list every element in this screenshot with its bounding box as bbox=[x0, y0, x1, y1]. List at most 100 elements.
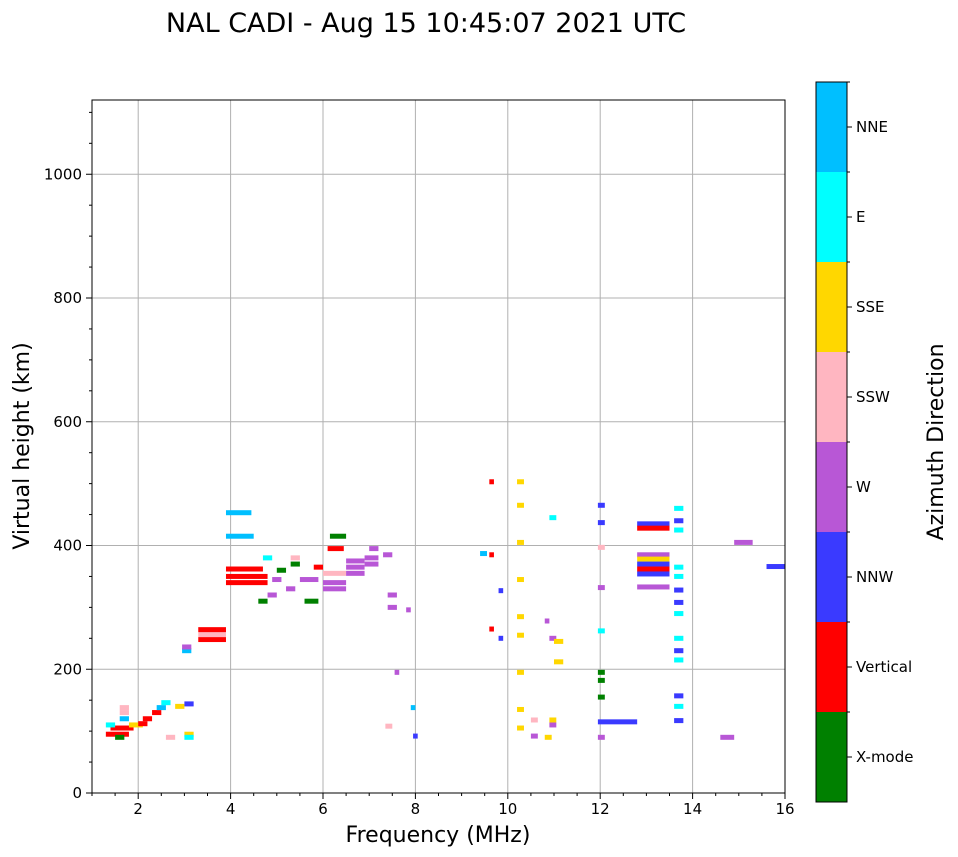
echo-mark bbox=[674, 587, 684, 593]
echo-mark bbox=[142, 716, 153, 722]
echo-mark bbox=[674, 527, 684, 533]
colorbar-swatch bbox=[816, 82, 847, 172]
echo-mark bbox=[184, 701, 194, 707]
echo-mark bbox=[394, 669, 400, 675]
echo-mark bbox=[323, 580, 347, 586]
echo-mark bbox=[517, 577, 524, 583]
echo-mark bbox=[175, 703, 185, 709]
x-tick-label: 2 bbox=[133, 800, 143, 818]
echo-mark bbox=[198, 637, 226, 643]
echo-mark bbox=[597, 544, 605, 550]
echo-mark bbox=[517, 669, 524, 675]
echo-mark bbox=[674, 611, 684, 617]
echo-mark bbox=[597, 694, 605, 700]
echo-mark bbox=[110, 725, 134, 731]
echo-mark bbox=[304, 598, 319, 604]
echo-mark bbox=[258, 598, 268, 604]
echo-mark bbox=[489, 626, 494, 632]
data-points bbox=[105, 479, 785, 740]
echo-mark bbox=[165, 734, 176, 740]
echo-mark bbox=[346, 564, 365, 570]
echo-mark bbox=[299, 577, 319, 583]
echo-mark bbox=[383, 552, 393, 558]
y-axis-label: Virtual height (km) bbox=[10, 342, 35, 549]
x-tick-label: 10 bbox=[498, 800, 517, 818]
echo-mark bbox=[290, 561, 300, 567]
echo-mark bbox=[327, 546, 344, 552]
echo-mark bbox=[637, 552, 670, 558]
echo-mark bbox=[637, 556, 670, 562]
x-tick-label: 6 bbox=[318, 800, 328, 818]
echo-mark bbox=[597, 502, 605, 508]
echo-mark bbox=[517, 632, 524, 638]
echo-mark bbox=[406, 607, 411, 613]
echo-mark bbox=[115, 734, 125, 740]
echo-mark bbox=[225, 580, 268, 586]
echo-mark bbox=[637, 571, 670, 577]
echo-mark bbox=[489, 552, 494, 558]
echo-mark bbox=[734, 539, 753, 545]
echo-mark bbox=[597, 719, 638, 725]
y-tick-label: 800 bbox=[53, 289, 82, 307]
echo-mark bbox=[674, 648, 684, 654]
echo-mark bbox=[549, 635, 557, 641]
echo-mark bbox=[597, 734, 605, 740]
colorbar-swatch bbox=[816, 442, 847, 532]
colorbar-tick-label: NNW bbox=[856, 568, 893, 586]
echo-mark bbox=[290, 555, 300, 561]
echo-mark bbox=[544, 618, 550, 624]
echo-mark bbox=[225, 510, 252, 516]
echo-mark bbox=[637, 525, 670, 531]
echo-mark bbox=[184, 731, 194, 737]
echo-mark bbox=[323, 570, 347, 576]
echo-mark bbox=[674, 505, 684, 511]
echo-mark bbox=[262, 555, 273, 561]
echo-mark bbox=[387, 604, 397, 610]
echo-mark bbox=[105, 731, 129, 737]
echo-mark bbox=[517, 479, 524, 485]
echo-mark bbox=[549, 717, 557, 723]
grid-lines bbox=[92, 100, 786, 794]
echo-mark bbox=[674, 718, 684, 724]
echo-mark bbox=[480, 551, 488, 557]
colorbar-tick-label: X-mode bbox=[856, 748, 913, 766]
echo-mark bbox=[517, 502, 524, 508]
echo-mark bbox=[674, 518, 684, 524]
echo-mark bbox=[674, 599, 684, 605]
echo-mark bbox=[597, 669, 605, 675]
echo-mark bbox=[554, 638, 564, 644]
y-tick-label: 200 bbox=[53, 660, 82, 678]
colorbar-swatch bbox=[816, 172, 847, 262]
colorbar-swatch bbox=[816, 532, 847, 622]
x-tick-label: 8 bbox=[411, 800, 421, 818]
echo-mark bbox=[128, 722, 143, 728]
echo-mark bbox=[387, 592, 397, 598]
echo-mark bbox=[517, 706, 524, 712]
echo-mark bbox=[530, 717, 538, 723]
echo-mark bbox=[119, 705, 129, 711]
echo-mark bbox=[549, 515, 557, 521]
echo-mark bbox=[498, 588, 504, 594]
echo-mark bbox=[544, 734, 552, 740]
echo-mark bbox=[597, 628, 605, 634]
echo-mark bbox=[597, 677, 605, 683]
echo-mark bbox=[329, 533, 347, 539]
x-axis: 2 4 6 8 10 12 14 16 bbox=[91, 793, 795, 818]
echo-mark bbox=[674, 573, 684, 579]
colorbar-tick-label: W bbox=[856, 478, 871, 496]
y-tick-label: 0 bbox=[72, 784, 82, 802]
echo-mark bbox=[410, 705, 416, 711]
echo-mark bbox=[138, 721, 148, 727]
colorbar-swatch bbox=[816, 712, 847, 802]
colorbar-swatch bbox=[816, 262, 847, 352]
colorbar: X-mode Vertical NNW W SSW SSE E NNE bbox=[815, 81, 913, 803]
chart-title: NAL CADI - Aug 15 10:45:07 2021 UTC bbox=[166, 8, 686, 39]
echo-mark bbox=[225, 573, 268, 579]
echo-mark bbox=[637, 561, 670, 567]
x-tick-label: 4 bbox=[226, 800, 236, 818]
echo-mark bbox=[198, 632, 226, 638]
echo-mark bbox=[530, 733, 538, 739]
echo-mark bbox=[597, 520, 605, 526]
echo-mark bbox=[597, 585, 605, 591]
